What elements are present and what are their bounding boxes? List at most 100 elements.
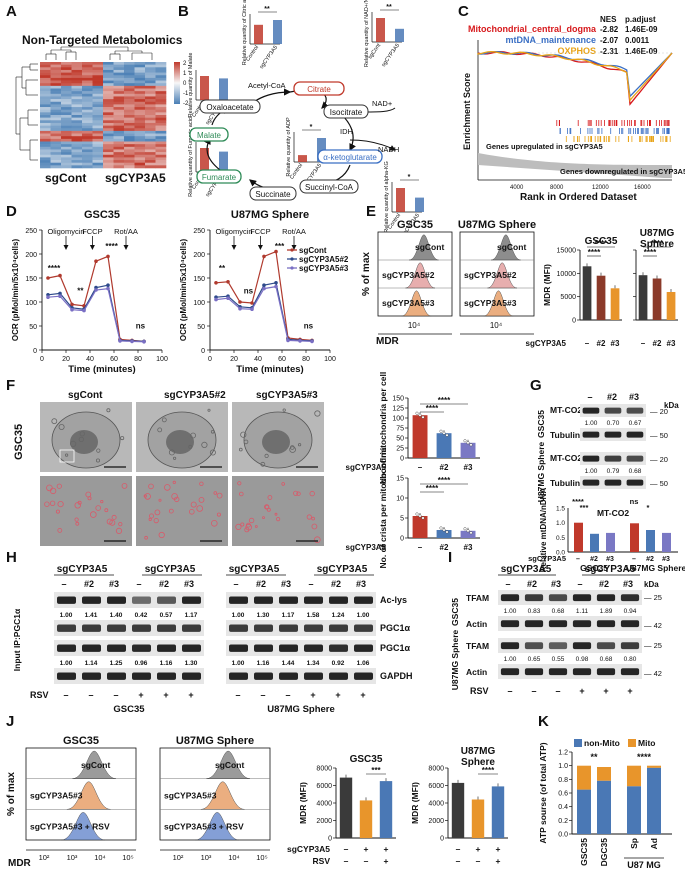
rsv-mark: + <box>335 690 340 700</box>
heatmap-cell <box>103 64 114 68</box>
heatmap-cell <box>71 128 83 132</box>
y-tick-label: 25 <box>396 446 404 453</box>
blot-band <box>82 644 101 652</box>
heatmap-cell <box>71 160 83 163</box>
sig-marker: **** <box>48 264 61 273</box>
mitochondrion <box>210 429 215 434</box>
blot-band <box>524 642 544 650</box>
ranked-metric <box>478 152 672 178</box>
heatmap-cell <box>92 99 104 103</box>
heatmap-cell <box>92 165 104 169</box>
heatmap-cell <box>50 149 62 153</box>
sig-marker: **** <box>588 248 601 257</box>
heatmap-cell <box>40 122 51 126</box>
heatmap-cell <box>61 85 72 89</box>
heatmap-cell <box>134 72 146 76</box>
bar-chart: GSC35 0 5000 10000 15000 MDR (MFI) <box>542 236 622 325</box>
heatmap-cell <box>145 144 156 148</box>
heatmap-cell <box>155 125 167 129</box>
hit-barcodes <box>556 120 671 142</box>
mitochondrion <box>144 493 151 500</box>
heatmap-cell <box>82 149 93 153</box>
sig-marker: *** <box>275 242 285 251</box>
y-tick-label: 150 <box>193 276 205 283</box>
heatmap-cell <box>134 91 146 95</box>
zoom-box <box>59 449 75 463</box>
em-col-label: sgCont <box>68 390 103 401</box>
heatmap-cell <box>134 160 146 163</box>
blot-band <box>107 672 126 680</box>
heatmap-cell <box>61 120 72 124</box>
lane-label: – <box>632 556 636 563</box>
data-point <box>463 527 467 531</box>
heatmap-cell <box>134 162 146 166</box>
ocr-point <box>214 281 218 285</box>
isocitrate-label: Isocitrate <box>330 108 363 117</box>
metabolite-bar <box>298 155 307 162</box>
heatmap-cell <box>145 115 156 118</box>
rsv-mark: + <box>138 690 143 700</box>
band-label: Actin <box>466 667 487 677</box>
heatmap-cell <box>134 67 146 71</box>
heatmap-cell <box>92 146 104 150</box>
ocr-point <box>46 295 50 300</box>
blot-band <box>329 624 348 632</box>
group-label: U87MG Sphere <box>626 563 685 573</box>
panel-letter-k: K <box>538 713 549 730</box>
em-image <box>40 402 132 472</box>
ocr-point <box>274 284 278 289</box>
heatmap-cell <box>155 141 167 145</box>
heatmap-cell <box>50 154 62 158</box>
y-tick-label: 200 <box>193 252 205 259</box>
heatmap-cell <box>82 117 93 121</box>
blot-band <box>329 672 348 680</box>
bar <box>339 777 353 838</box>
lane-label: #2 <box>527 579 537 589</box>
sig-marker: ** <box>386 4 392 11</box>
gsea-up-note: Genes upregulated in sgCYP3A5 <box>486 142 603 151</box>
x-tick-label: 100 <box>156 356 168 363</box>
heatmap-cell <box>92 157 104 161</box>
heatmap-cell <box>92 136 104 140</box>
cell-label: U87MG Sphere <box>267 704 335 715</box>
heatmap-cell <box>113 101 125 105</box>
blot-cell-label: U87MG Sphere <box>450 629 460 690</box>
heatmap-cell <box>145 152 156 156</box>
quant-value: 0.68 <box>600 656 613 663</box>
heatmap-cell <box>113 93 125 97</box>
heatmap-cell <box>82 160 93 163</box>
blot-band <box>157 644 176 652</box>
metabolite-ylabel: Relative quantity of Malate <box>188 53 194 118</box>
panel-letter-d: D <box>6 203 17 220</box>
heatmap-cell <box>71 122 83 126</box>
histogram-row-label: sgCYP3A5#3 <box>30 791 83 801</box>
heatmap-cell <box>124 144 135 148</box>
blot-band <box>548 620 568 628</box>
quant-value: 0.94 <box>624 608 637 615</box>
sig-marker: *** <box>580 503 589 512</box>
heatmap-cell <box>145 64 156 68</box>
heatmap-cell <box>92 67 104 71</box>
blot-band <box>304 644 323 652</box>
heatmap-cell <box>103 99 114 103</box>
heatmap-cell <box>40 138 51 142</box>
heatmap-cell <box>92 162 104 166</box>
heatmap-cell <box>82 67 93 71</box>
blot-band <box>57 672 76 680</box>
mitochondrion <box>262 516 265 519</box>
ocr-ylabel: OCR (pMol/min/5x10⁴cells) <box>179 239 188 342</box>
blot-band <box>582 407 600 414</box>
heatmap-cell <box>82 75 93 79</box>
sig-marker: **** <box>651 239 664 248</box>
heatmap-cell <box>50 109 62 113</box>
heatmap-cell <box>82 99 93 103</box>
rsv-mark: – <box>555 686 560 696</box>
quant-value: 1.40 <box>110 612 123 619</box>
group-header: sgCYP3A5 <box>145 564 196 575</box>
heatmap-cell <box>134 133 146 137</box>
mitochondrion <box>144 535 148 540</box>
ocr-point <box>118 339 122 343</box>
heatmap-cell <box>92 77 104 81</box>
